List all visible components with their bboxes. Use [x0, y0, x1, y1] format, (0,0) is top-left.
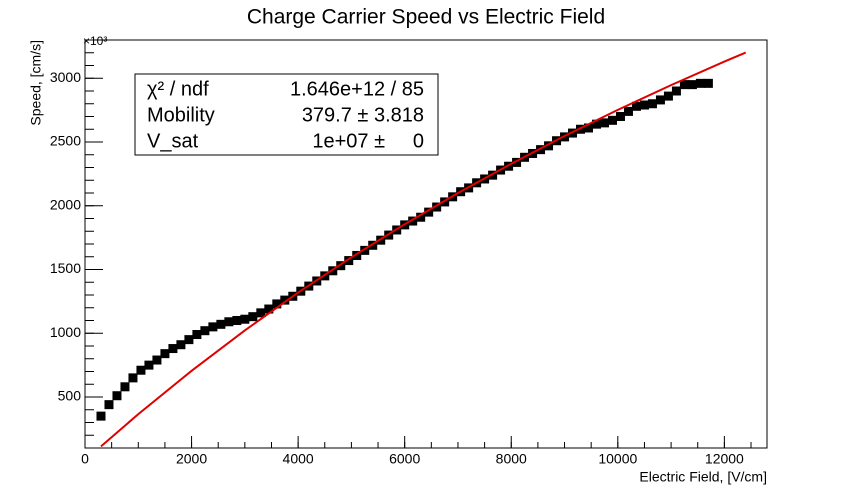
data-point	[615, 112, 625, 121]
data-point	[536, 145, 546, 155]
data-point	[168, 344, 178, 354]
data-point	[240, 314, 250, 324]
data-point	[695, 78, 705, 88]
data-point	[623, 106, 633, 116]
data-point	[408, 216, 418, 226]
data-point	[599, 118, 609, 128]
data-point	[584, 123, 594, 133]
stats-label: V_sat	[147, 130, 199, 152]
y-tick-label: 500	[58, 388, 82, 404]
stats-value: 1.646e+12 / 85	[290, 78, 424, 100]
data-point	[152, 355, 162, 365]
data-point	[104, 400, 114, 410]
data-point	[592, 119, 601, 129]
data-point	[607, 115, 617, 125]
data-point	[703, 78, 713, 88]
data-point	[128, 373, 138, 383]
data-point	[192, 330, 202, 340]
y-multiplier: ×10³	[83, 34, 107, 48]
x-tick-label: 2000	[176, 451, 207, 467]
data-point	[120, 382, 130, 392]
data-point	[663, 91, 673, 101]
data-point	[256, 308, 266, 318]
stats-label: Mobility	[147, 104, 215, 126]
x-tick-label: 12000	[705, 451, 744, 467]
data-point	[200, 326, 210, 336]
data-point	[184, 335, 194, 345]
y-tick-label: 1000	[50, 324, 81, 340]
stats-box: χ² / ndf 1.646e+12 / 85 Mobility 379.7 ± 3.…	[134, 73, 439, 156]
data-point	[687, 80, 697, 90]
y-axis-label: Speed, [cm/s]	[28, 40, 44, 126]
data-point	[424, 207, 434, 217]
fit-line	[100, 51, 747, 448]
data-point	[488, 170, 498, 180]
x-tick-label: 4000	[283, 451, 314, 467]
data-point	[136, 365, 146, 375]
data-point	[272, 299, 282, 309]
data-point	[264, 304, 274, 314]
data-point	[144, 360, 154, 370]
stats-frame	[134, 73, 439, 156]
data-point	[368, 240, 378, 250]
data-point	[639, 100, 649, 110]
data-point	[655, 95, 665, 105]
chart-title: Charge Carrier Speed vs Electric Field	[247, 6, 605, 29]
y-tick-label: 1500	[50, 260, 81, 276]
plot-area	[96, 51, 747, 448]
data-point	[512, 157, 522, 167]
data-point	[544, 141, 554, 151]
data-point	[631, 101, 641, 111]
data-point	[416, 212, 426, 222]
data-point	[216, 319, 226, 329]
stats-value: 379.7 ± 3.818	[302, 104, 424, 126]
data-point	[224, 317, 234, 327]
data-point	[344, 256, 354, 266]
y-tick-label: 3000	[50, 69, 81, 85]
stats-label: χ² / ndf	[147, 78, 209, 100]
x-tick-label: 0	[81, 451, 89, 467]
data-point	[176, 340, 186, 350]
data-point	[280, 295, 290, 305]
data-point	[647, 99, 657, 109]
data-point	[232, 316, 242, 325]
data-point	[160, 349, 170, 359]
x-tick-label: 10000	[598, 451, 637, 467]
data-point	[208, 322, 218, 332]
x-tick-label: 8000	[496, 451, 527, 467]
data-point	[432, 202, 442, 212]
data-point	[352, 250, 362, 260]
data-point	[248, 312, 258, 322]
x-tick-label: 6000	[389, 451, 420, 467]
data-point	[679, 80, 689, 90]
x-axis-label: Electric Field, [V/cm]	[639, 469, 767, 485]
data-point	[96, 411, 106, 421]
stats-value: 1e+07 ± 0	[312, 130, 424, 152]
data-point	[336, 261, 346, 271]
y-tick-label: 2500	[50, 133, 81, 149]
data-point	[671, 86, 681, 96]
y-tick-label: 2000	[50, 196, 81, 212]
data-point	[360, 245, 370, 255]
data-point	[112, 391, 122, 401]
